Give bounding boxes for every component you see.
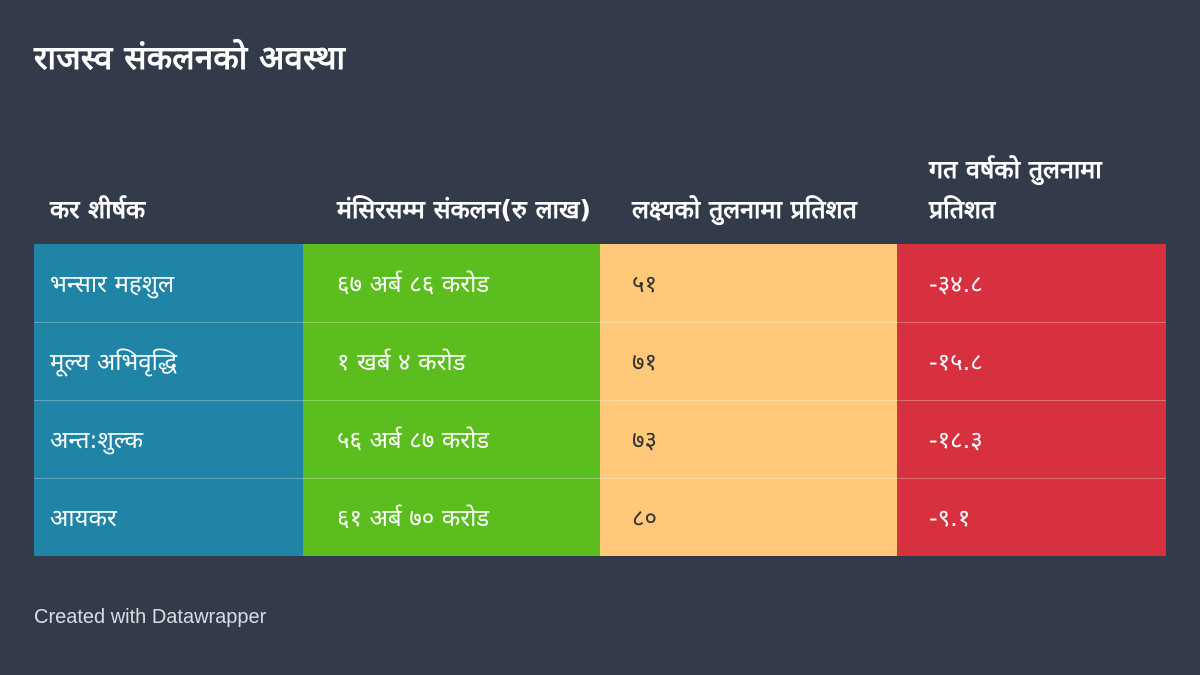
cell-collection: ५६ अर्ब ८७ करोड: [303, 400, 600, 478]
table-body: भन्सार महशुल ६७ अर्ब ८६ करोड ५१ -३४.८ मूल्य …: [34, 244, 1166, 556]
header-tax-heading: कर शीर्षक: [50, 195, 146, 224]
header-target-percent: लक्ष्यको तुलनामा प्रतिशत: [632, 195, 857, 224]
cell-target-percent: ५१: [600, 244, 897, 322]
cell-tax-heading: मूल्य अभिवृद्धि: [34, 322, 303, 400]
cell-collection: ६१ अर्ब ७० करोड: [303, 478, 600, 556]
table-row: भन्सार महशुल ६७ अर्ब ८६ करोड ५१ -३४.८: [34, 244, 1166, 322]
cell-target-percent: ८०: [600, 478, 897, 556]
cell-tax-heading: भन्सार महशुल: [34, 244, 303, 322]
cell-last-year-percent: -१५.८: [897, 322, 1166, 400]
table-row: अन्त:शुल्क ५६ अर्ब ८७ करोड ७३ -१८.३: [34, 400, 1166, 478]
cell-last-year-percent: -९.१: [897, 478, 1166, 556]
cell-tax-heading: अन्त:शुल्क: [34, 400, 303, 478]
footer-credit: Created with Datawrapper: [34, 606, 267, 628]
cell-tax-heading: आयकर: [34, 478, 303, 556]
table-row: आयकर ६१ अर्ब ७० करोड ८० -९.१: [34, 478, 1166, 556]
header-collection: मंसिरसम्म संकलन(रु लाख): [337, 195, 591, 224]
cell-target-percent: ७१: [600, 322, 897, 400]
cell-last-year-percent: -१८.३: [897, 400, 1166, 478]
cell-last-year-percent: -३४.८: [897, 244, 1166, 322]
cell-target-percent: ७३: [600, 400, 897, 478]
chart-title: राजस्व संकलनको अवस्था: [34, 38, 346, 77]
cell-collection: ६७ अर्ब ८६ करोड: [303, 244, 600, 322]
table-header: कर शीर्षक मंसिरसम्म संकलन(रु लाख) लक्ष्य…: [34, 140, 1166, 244]
table-row: मूल्य अभिवृद्धि १ खर्ब ४ करोड ७१ -१५.८: [34, 322, 1166, 400]
header-last-year-percent: गत वर्षको तुलनामा प्रतिशत: [929, 155, 1102, 224]
cell-collection: १ खर्ब ४ करोड: [303, 322, 600, 400]
revenue-table: कर शीर्षक मंसिरसम्म संकलन(रु लाख) लक्ष्य…: [34, 140, 1166, 556]
